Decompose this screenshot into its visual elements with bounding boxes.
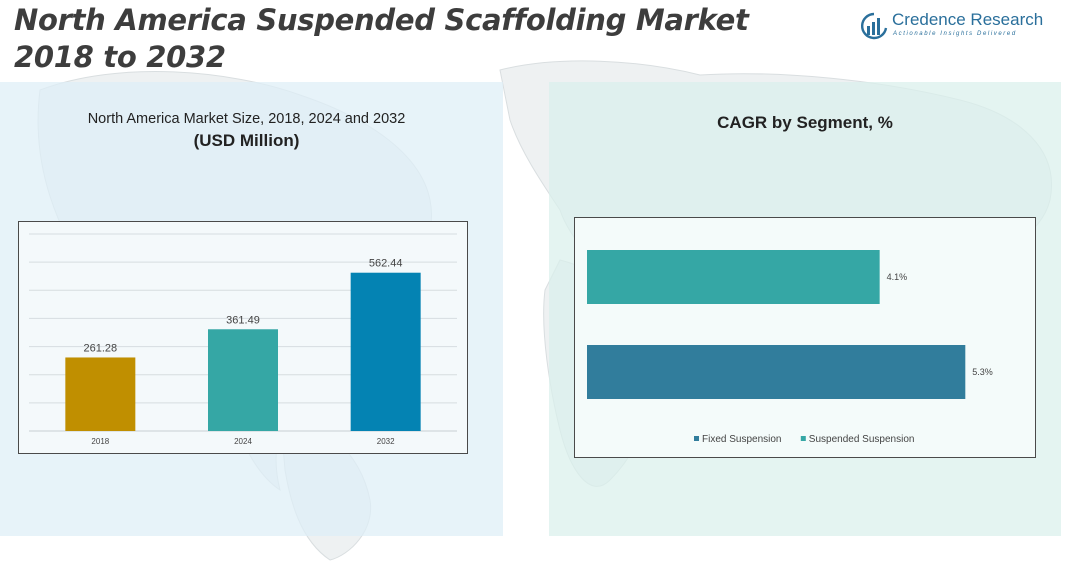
market-size-chart-frame: 261.28 2018 361.49 2024 562.44 2032: [18, 221, 468, 454]
bar-value-label-2032: 562.44: [369, 258, 403, 270]
logo-name: Credence Research: [892, 10, 1044, 29]
market-size-unit: (USD Million): [193, 131, 300, 150]
logo-tagline: Actionable Insights Delivered: [893, 31, 1017, 37]
bar-chart-globe-icon: [861, 12, 888, 40]
cagr-horizontal-bar-chart: 4.1% 5.3% Fixed Suspension Suspended Suspen…: [587, 250, 993, 445]
hbar-suspended-suspension[interactable]: [587, 250, 880, 304]
legend-swatch-fixed-suspension: [694, 436, 699, 441]
x-tick-label-2024: 2024: [234, 437, 252, 446]
page-title-line1: North America Suspended Scaffolding Mark…: [14, 3, 749, 37]
legend-label-fixed-suspension: Fixed Suspension: [702, 434, 782, 445]
cagr-chart-frame: 4.1% 5.3% Fixed Suspension Suspended Suspen…: [574, 217, 1036, 458]
bar-2032[interactable]: [350, 272, 421, 431]
page-title: North America Suspended Scaffolding Mark…: [14, 2, 749, 76]
x-tick-label-2018: 2018: [91, 437, 109, 446]
market-size-bar-chart: 261.28 2018 361.49 2024 562.44 2032: [29, 233, 457, 446]
cagr-title: CAGR by Segment, %: [717, 113, 893, 132]
legend-label-suspended-suspension: Suspended Suspension: [809, 434, 915, 445]
page-title-line2: 2018 to 2032: [14, 40, 226, 74]
bar-value-label-2018: 261.28: [84, 342, 118, 354]
hbar-fixed-suspension[interactable]: [587, 345, 966, 399]
bar-value-label-2024: 361.49: [226, 314, 260, 326]
hbar-value-label-fixed-suspension: 5.3%: [972, 367, 993, 377]
bar-2024[interactable]: [208, 329, 278, 431]
x-tick-label-2032: 2032: [377, 437, 395, 446]
market-size-subtitle: North America Market Size, 2018, 2024 an…: [87, 111, 406, 127]
bar-2018[interactable]: [65, 357, 136, 431]
credence-logo[interactable]: Credence Research Actionable Insights De…: [860, 10, 1060, 46]
legend-swatch-suspended-suspension: [800, 436, 806, 441]
hbar-value-label-suspended-suspension: 4.1%: [887, 272, 908, 282]
